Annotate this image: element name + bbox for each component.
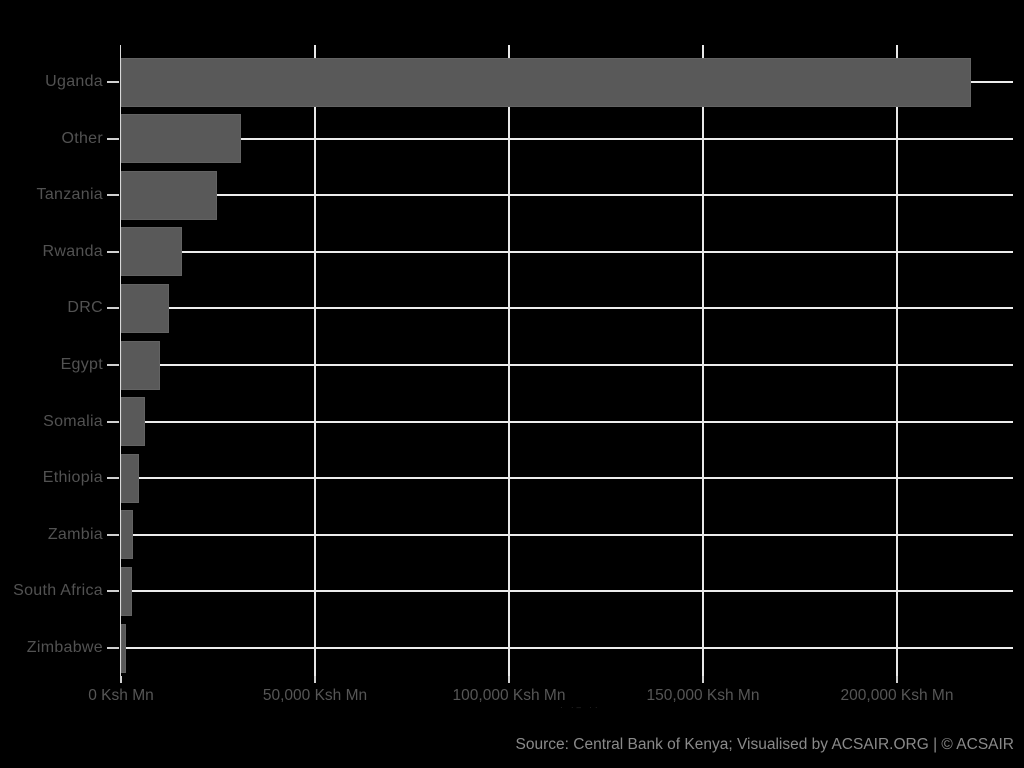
x-axis-title: · ·– ·· <box>560 703 601 712</box>
bar-south-africa <box>121 566 132 616</box>
y-axis-tick <box>107 137 119 140</box>
bar-other <box>121 114 242 164</box>
vertical-gridline <box>508 45 510 676</box>
x-axis-tick <box>120 676 122 683</box>
x-axis-tick-label: 100,000 Ksh Mn <box>452 687 566 704</box>
y-axis-label: Other <box>61 129 103 147</box>
horizontal-gridline <box>121 590 1013 593</box>
horizontal-gridline <box>121 533 1013 536</box>
y-axis-tick <box>107 81 119 83</box>
y-axis-tick <box>107 533 119 536</box>
horizontal-gridline <box>121 307 1013 310</box>
horizontal-gridline <box>121 420 1013 423</box>
x-axis-tick-label: 0 Ksh Mn <box>88 687 154 704</box>
bar-zimbabwe <box>121 623 127 673</box>
chart-caption: Source: Central Bank of Kenya; Visualise… <box>515 736 1014 753</box>
bar-rwanda <box>121 227 182 277</box>
y-axis-label: Uganda <box>45 73 103 90</box>
y-axis-tick <box>107 647 119 649</box>
horizontal-gridline <box>121 250 1013 253</box>
y-axis-label: South Africa <box>13 582 103 600</box>
y-axis-tick <box>107 364 119 366</box>
y-axis-tick <box>107 250 119 253</box>
y-axis-line <box>120 45 121 676</box>
y-axis-label: Zambia <box>47 525 103 543</box>
y-axis-tick <box>107 194 119 197</box>
y-axis-label: Egypt <box>60 356 103 373</box>
bar-uganda <box>121 57 971 107</box>
x-axis-tick-label: 200,000 Ksh Mn <box>840 687 954 704</box>
x-axis-tick <box>508 676 510 683</box>
y-axis-label: DRC <box>67 299 103 317</box>
x-axis-tick-label: 50,000 Ksh Mn <box>262 687 368 704</box>
horizontal-gridline <box>121 194 1013 197</box>
x-axis-tick <box>702 676 704 683</box>
x-axis-tick-label: 150,000 Ksh Mn <box>646 687 760 704</box>
x-axis-tick <box>896 676 898 683</box>
x-axis-tick <box>314 676 316 683</box>
vertical-gridline <box>314 45 316 676</box>
y-axis-label: Rwanda <box>42 242 103 260</box>
bar-drc <box>121 283 170 333</box>
horizontal-gridline <box>121 137 1013 140</box>
plot-area <box>121 45 1013 676</box>
y-axis-label: Ethiopia <box>42 469 103 487</box>
horizontal-gridline <box>121 647 1013 649</box>
bar-tanzania <box>121 170 217 220</box>
horizontal-gridline <box>121 477 1013 480</box>
bar-egypt <box>121 340 160 390</box>
horizontal-gridline <box>121 364 1013 366</box>
bar-somalia <box>121 397 146 447</box>
y-axis-tick <box>107 307 119 310</box>
bar-zambia <box>121 510 134 560</box>
y-axis-tick <box>107 477 119 480</box>
vertical-gridline <box>702 45 704 676</box>
y-axis-tick <box>107 590 119 593</box>
y-axis-label: Zimbabwe <box>26 639 103 656</box>
y-axis-label: Tanzania <box>36 186 103 204</box>
bar-ethiopia <box>121 453 139 503</box>
vertical-gridline <box>896 45 898 676</box>
y-axis-label: Somalia <box>43 412 103 430</box>
y-axis-tick <box>107 420 119 423</box>
